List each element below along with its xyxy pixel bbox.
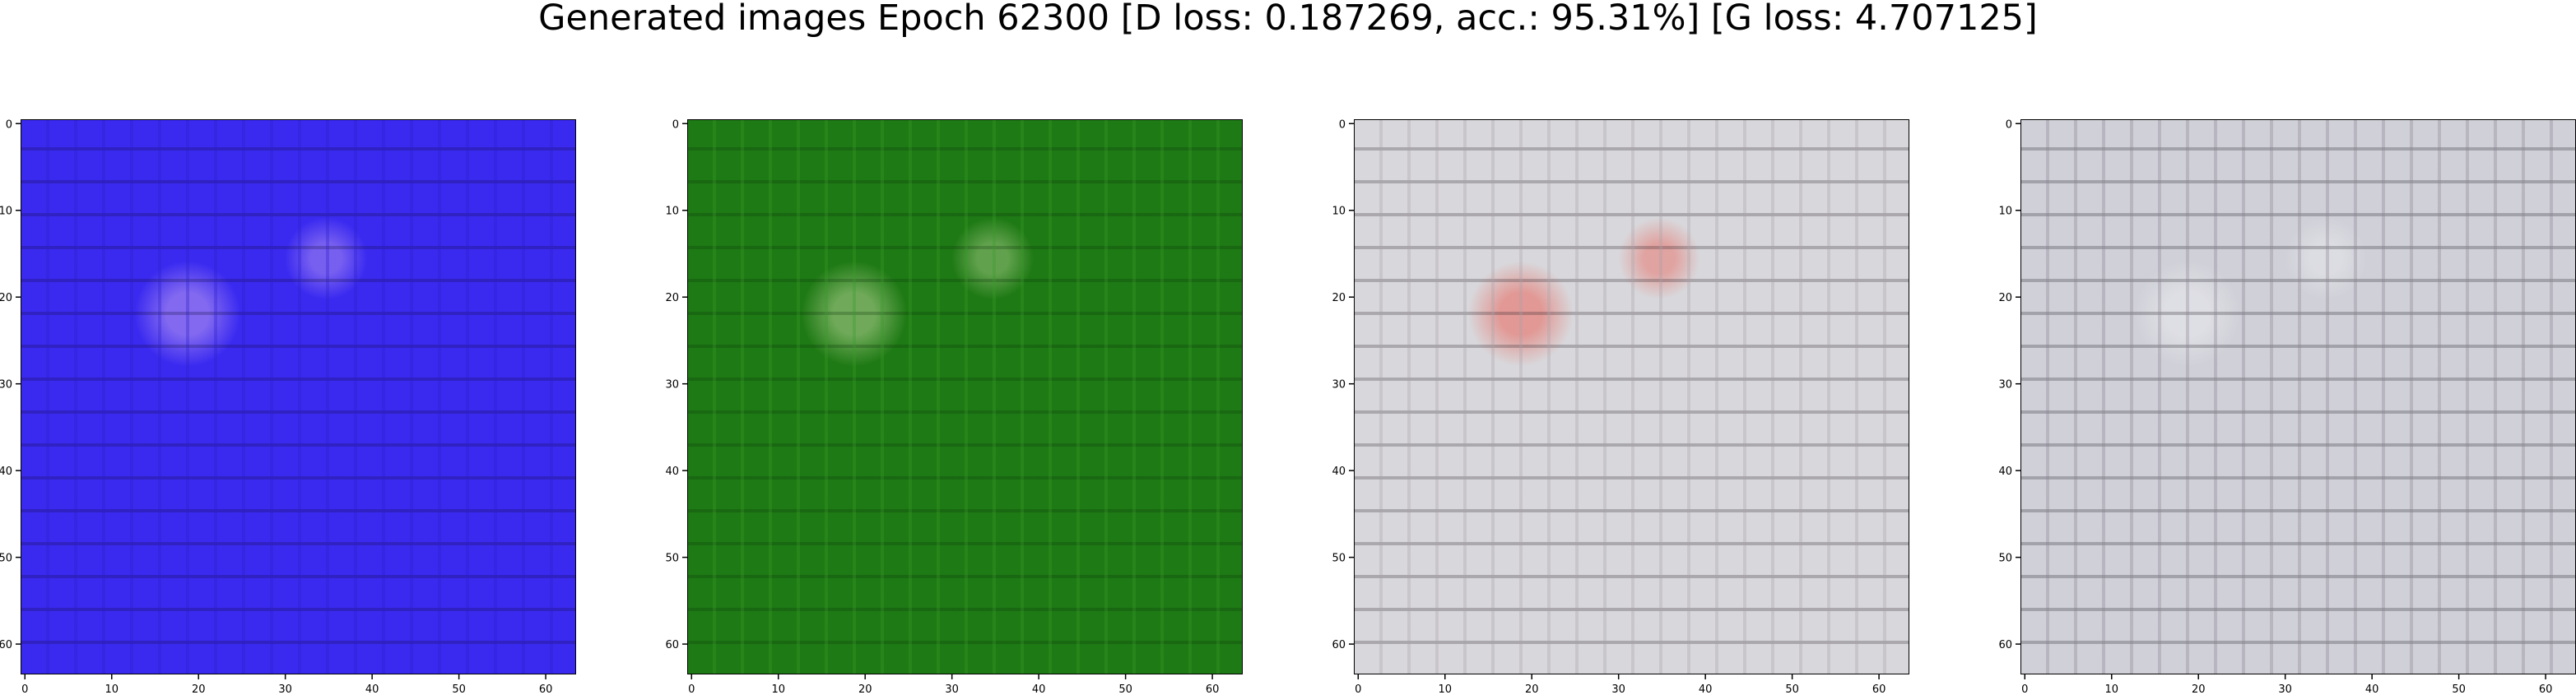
y-tick-label: 30 [1998, 379, 2012, 392]
x-tick-label: 20 [192, 683, 206, 695]
generated-image-panel-1: 0 10 20 30 40 50 60 0 10 20 30 40 50 60 [0, 118, 576, 695]
x-tick-label: 0 [688, 683, 695, 695]
axes-3: 0 10 20 30 40 50 60 0 10 20 30 40 50 60 [1332, 118, 1886, 695]
x-tick-label: 50 [1785, 683, 1799, 695]
y-tick-label: 20 [1998, 292, 2012, 304]
x-tick-label: 20 [2192, 683, 2206, 695]
y-tick-label: 60 [665, 639, 679, 651]
y-tick-label: 0 [1339, 118, 1346, 131]
y-tick-label: 50 [665, 553, 679, 565]
generated-image-1 [21, 119, 576, 674]
axes-1: 0 10 20 30 40 50 60 0 10 20 30 40 50 60 [0, 118, 552, 695]
y-tick-label: 50 [1332, 553, 1346, 565]
x-tick-label: 10 [105, 683, 119, 695]
y-tick-label: 30 [665, 379, 679, 392]
y-tick-label: 60 [0, 639, 12, 651]
x-tick-label: 60 [2539, 683, 2553, 695]
y-tick-label: 50 [1998, 553, 2012, 565]
axes-2: 0 10 20 30 40 50 60 0 10 20 30 40 50 60 [665, 118, 1219, 695]
x-tick-label: 60 [1206, 683, 1220, 695]
x-tick-label: 60 [1872, 683, 1886, 695]
x-tick-label: 40 [365, 683, 379, 695]
y-tick-label: 10 [1998, 206, 2012, 218]
x-tick-label: 40 [2365, 683, 2379, 695]
x-tick-label: 60 [539, 683, 553, 695]
y-tick-label: 20 [0, 292, 12, 304]
y-tick-label: 0 [6, 118, 12, 131]
x-tick-label: 40 [1699, 683, 1713, 695]
figure-title: Generated images Epoch 62300 [D loss: 0.… [538, 0, 2038, 39]
y-tick-label: 60 [1998, 639, 2012, 651]
x-tick-label: 50 [1118, 683, 1132, 695]
x-tick-label: 10 [1438, 683, 1452, 695]
x-tick-label: 30 [2278, 683, 2292, 695]
y-tick-label: 40 [665, 466, 679, 478]
y-tick-label: 40 [1332, 466, 1346, 478]
y-tick-label: 10 [665, 206, 679, 218]
y-tick-label: 0 [2006, 118, 2012, 131]
y-tick-label: 40 [1998, 466, 2012, 478]
y-tick-label: 40 [0, 466, 12, 478]
x-tick-label: 10 [2104, 683, 2118, 695]
x-tick-label: 30 [945, 683, 959, 695]
x-tick-label: 0 [21, 683, 28, 695]
y-tick-label: 10 [1332, 206, 1346, 218]
y-tick-label: 0 [672, 118, 679, 131]
y-tick-label: 30 [1332, 379, 1346, 392]
x-tick-label: 30 [278, 683, 292, 695]
generated-image-panel-4: 0 10 20 30 40 50 60 0 10 20 30 40 50 60 [1998, 118, 2576, 695]
axes-4: 0 10 20 30 40 50 60 0 10 20 30 40 50 60 [1998, 118, 2552, 695]
x-tick-label: 50 [2452, 683, 2466, 695]
generated-image-2 [687, 119, 1243, 674]
y-tick-label: 50 [0, 553, 12, 565]
x-tick-label: 0 [2021, 683, 2028, 695]
x-tick-label: 0 [1355, 683, 1361, 695]
y-tick-label: 60 [1332, 639, 1346, 651]
x-tick-label: 30 [1611, 683, 1625, 695]
generated-image-panel-3: 0 10 20 30 40 50 60 0 10 20 30 40 50 60 [1332, 118, 1909, 695]
x-tick-label: 20 [858, 683, 872, 695]
generated-image-panel-2: 0 10 20 30 40 50 60 0 10 20 30 40 50 60 [665, 118, 1243, 695]
generated-image-4 [2020, 119, 2576, 674]
x-tick-label: 10 [771, 683, 785, 695]
generated-image-3 [1354, 119, 1909, 674]
x-tick-label: 40 [1032, 683, 1046, 695]
x-tick-label: 20 [1525, 683, 1539, 695]
x-tick-label: 50 [452, 683, 466, 695]
y-tick-label: 10 [0, 206, 12, 218]
y-tick-label: 30 [0, 379, 12, 392]
y-tick-label: 20 [665, 292, 679, 304]
y-tick-label: 20 [1332, 292, 1346, 304]
